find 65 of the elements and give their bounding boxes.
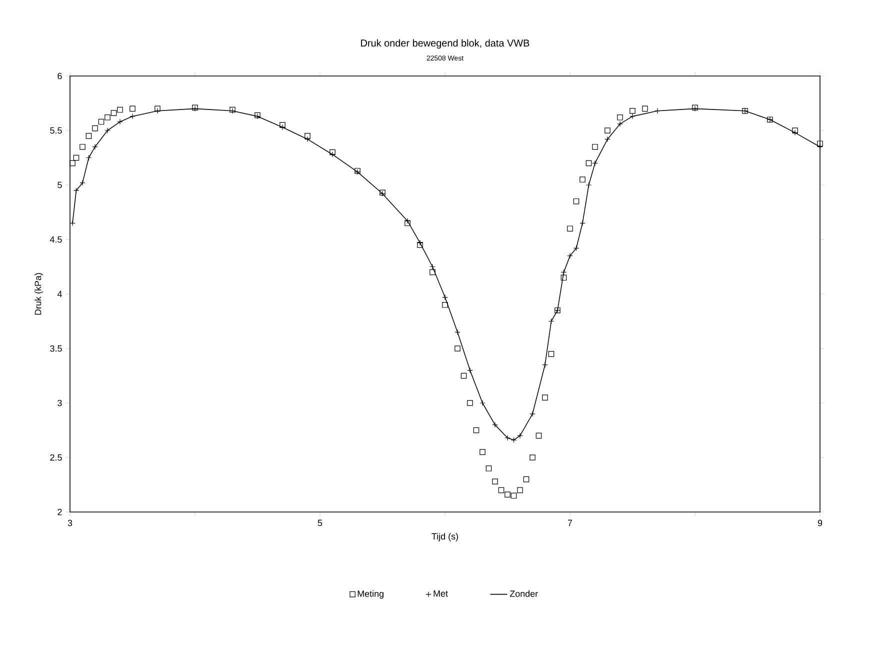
x-tick-label: 7 — [568, 520, 572, 526]
point — [492, 478, 498, 484]
point — [130, 106, 136, 112]
y-tick-label: 2.5 — [50, 454, 62, 461]
point — [104, 114, 110, 120]
point — [580, 176, 586, 182]
y-tick-label: 6 — [58, 72, 62, 80]
x-tick-label: 3 — [68, 520, 72, 526]
point — [460, 372, 467, 379]
point — [573, 198, 580, 204]
point — [86, 133, 92, 139]
point — [467, 400, 473, 406]
point — [417, 242, 423, 248]
y-tick-label: 4 — [57, 290, 62, 298]
point — [454, 346, 460, 352]
point — [592, 144, 598, 150]
point — [80, 144, 86, 150]
point — [630, 108, 636, 114]
point — [530, 454, 536, 460]
point — [560, 274, 567, 281]
chart-title: Druk onder bewegend blok, data VWB — [361, 39, 530, 49]
point — [404, 220, 410, 226]
point — [510, 492, 517, 499]
point — [304, 133, 310, 139]
point — [586, 160, 592, 166]
y-axis-title: Druk (kPa) — [34, 273, 43, 315]
y-tick-label: 5.5 — [50, 127, 62, 134]
point — [567, 226, 573, 232]
point — [92, 125, 98, 132]
point — [486, 466, 492, 472]
y-tick-label: 5 — [58, 182, 62, 188]
x-tick-label: 5 — [318, 520, 322, 526]
point — [504, 492, 510, 498]
point — [817, 140, 823, 146]
point — [117, 106, 123, 113]
point — [617, 114, 623, 120]
point — [330, 149, 336, 156]
point — [430, 269, 436, 276]
legend-label: Met — [434, 590, 448, 597]
x-axis-title: Tijd (s) — [432, 532, 458, 542]
y-tick-label: 2 — [58, 508, 62, 516]
point — [792, 128, 798, 134]
y-tick-label: 3 — [58, 400, 62, 406]
point — [98, 118, 104, 125]
point — [642, 106, 648, 112]
y-tick-label: 4.5 — [50, 236, 62, 243]
point — [480, 449, 486, 455]
point — [442, 302, 448, 308]
legend-label: Meting — [358, 590, 384, 599]
point — [548, 351, 554, 357]
point — [542, 394, 548, 400]
point — [523, 476, 530, 482]
x-tick-label: 9 — [818, 520, 822, 526]
y-tick-label: 3.5 — [50, 345, 62, 352]
point — [154, 106, 160, 112]
point — [70, 160, 76, 166]
point — [604, 128, 610, 134]
point — [110, 110, 117, 116]
point — [517, 487, 523, 494]
point — [536, 432, 542, 439]
legend-label: Zonder — [510, 590, 538, 597]
point — [280, 122, 286, 128]
point — [73, 154, 80, 161]
point — [473, 427, 480, 434]
point — [498, 487, 504, 494]
